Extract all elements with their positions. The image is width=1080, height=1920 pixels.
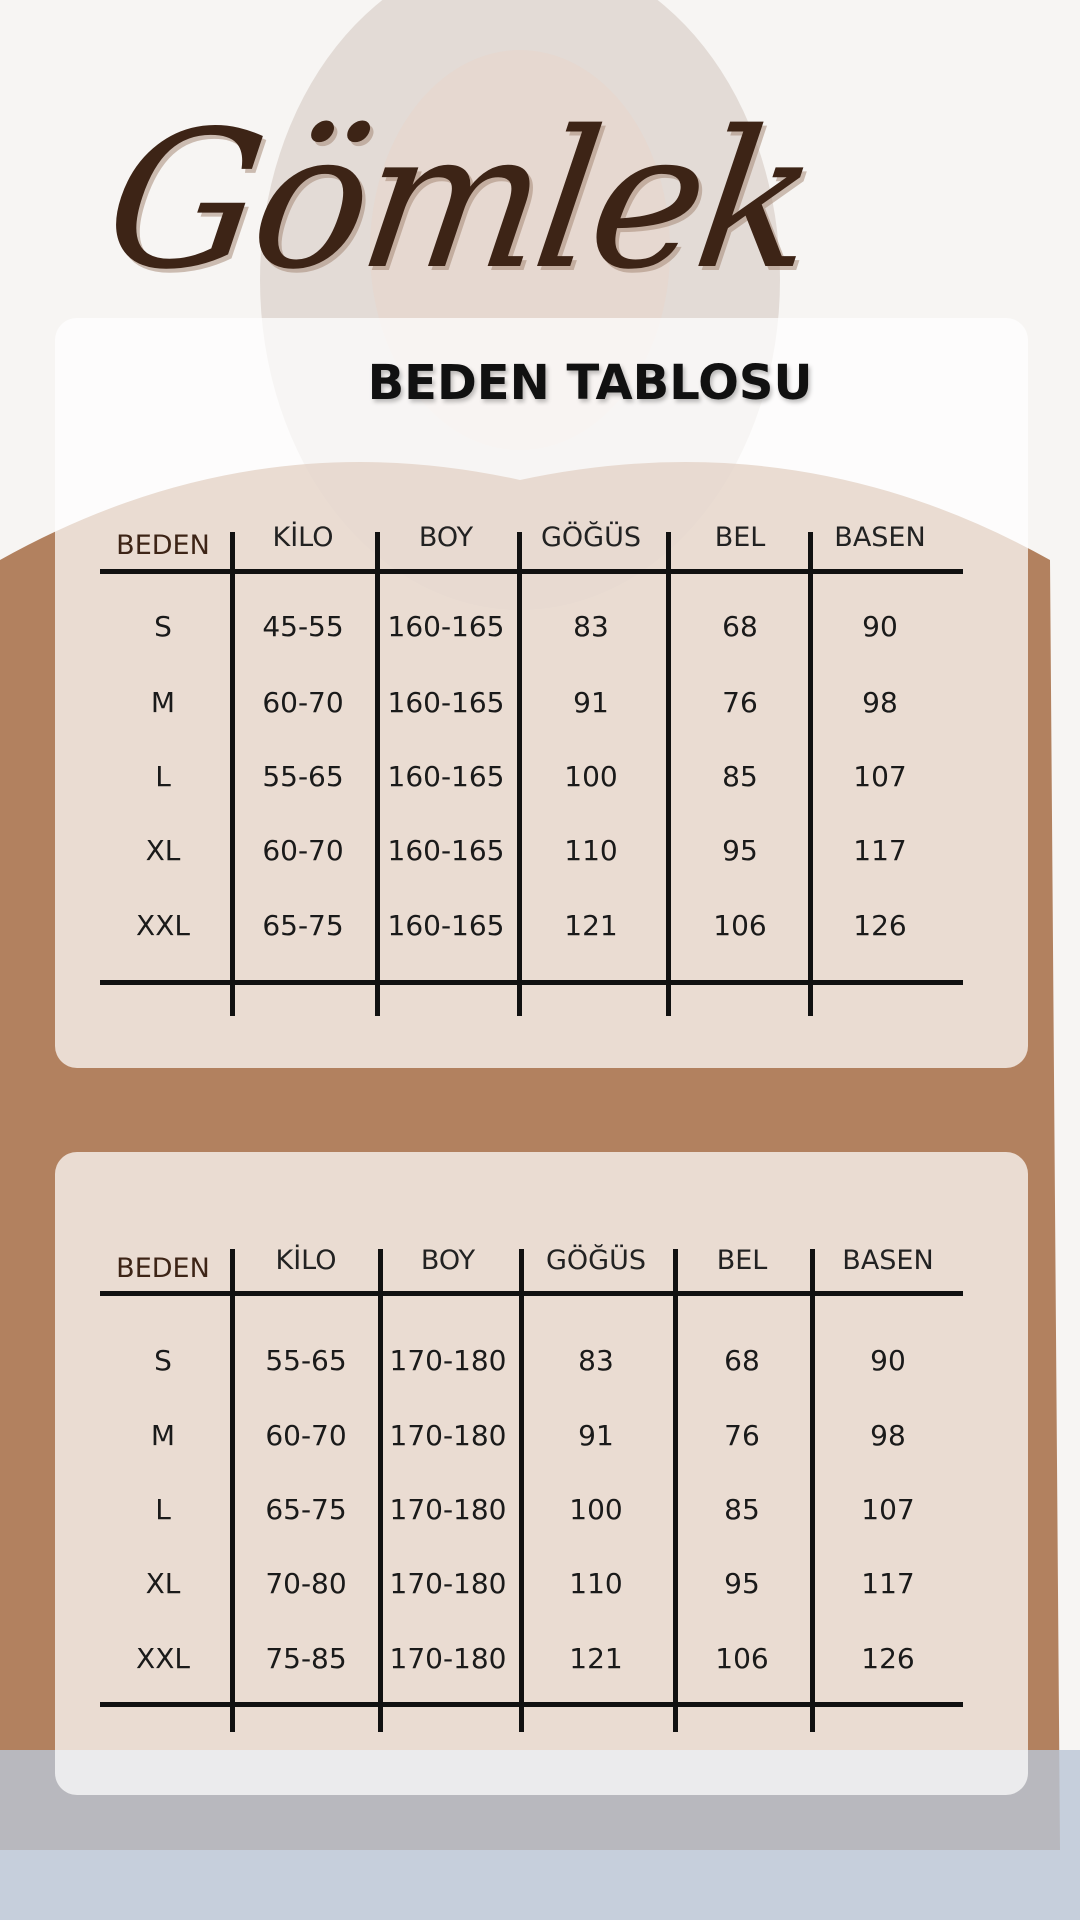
- column-header: BEL: [716, 1245, 768, 1276]
- column-divider: [810, 1249, 815, 1732]
- table-cell: 55-65: [265, 1344, 347, 1377]
- table-cell: 170-180: [389, 1642, 507, 1675]
- table-cell: 160-165: [387, 834, 505, 867]
- table-cell: 95: [724, 1567, 760, 1600]
- table-cell: 121: [569, 1642, 623, 1675]
- table-rule: [100, 569, 963, 574]
- column-header: BASEN: [834, 522, 926, 553]
- table-cell: XXL: [136, 909, 190, 942]
- table-cell: 121: [564, 909, 618, 942]
- table-cell: L: [155, 760, 171, 793]
- table-cell: XXL: [136, 1642, 190, 1675]
- table-rule: [100, 1702, 963, 1707]
- page-title: Gömlek: [94, 90, 825, 311]
- column-header: KİLO: [272, 522, 334, 553]
- table-cell: 91: [573, 686, 609, 719]
- table-cell: 126: [861, 1642, 915, 1675]
- table-cell: XL: [145, 834, 181, 867]
- table-cell: 83: [578, 1344, 614, 1377]
- column-header: KİLO: [275, 1245, 337, 1276]
- table-cell: 107: [853, 760, 907, 793]
- table-cell: M: [150, 1419, 176, 1452]
- column-divider: [378, 1249, 383, 1732]
- column-header: BEL: [714, 522, 766, 553]
- column-divider: [375, 532, 380, 1016]
- column-divider: [230, 1249, 235, 1732]
- table-cell: 170-180: [389, 1344, 507, 1377]
- table-cell: 85: [722, 760, 758, 793]
- table-panel-2: [55, 1152, 1028, 1795]
- column-divider: [230, 532, 235, 1016]
- table-cell: 110: [569, 1567, 623, 1600]
- table-cell: 170-180: [389, 1419, 507, 1452]
- table-panel-1: [55, 318, 1028, 1068]
- column-divider: [673, 1249, 678, 1732]
- table-cell: 65-75: [262, 909, 344, 942]
- table-cell: 55-65: [262, 760, 344, 793]
- table-cell: 60-70: [262, 834, 344, 867]
- table-cell: 91: [578, 1419, 614, 1452]
- column-divider: [519, 1249, 524, 1732]
- table-cell: 60-70: [265, 1419, 347, 1452]
- table-cell: 117: [853, 834, 907, 867]
- table-cell: 76: [724, 1419, 760, 1452]
- table-cell: 76: [722, 686, 758, 719]
- table-cell: XL: [145, 1567, 181, 1600]
- table-cell: 90: [870, 1344, 906, 1377]
- table-cell: 100: [564, 760, 618, 793]
- table-cell: 68: [722, 610, 758, 643]
- column-header: GÖĞÜS: [541, 522, 641, 553]
- table-rule: [100, 1291, 963, 1296]
- table-cell: 68: [724, 1344, 760, 1377]
- table-cell: 107: [861, 1493, 915, 1526]
- page-subtitle: BEDEN TABLOSU: [367, 355, 813, 411]
- table-cell: 170-180: [389, 1567, 507, 1600]
- table-cell: 100: [569, 1493, 623, 1526]
- column-header: BASEN: [842, 1245, 934, 1276]
- table-cell: 160-165: [387, 610, 505, 643]
- table-cell: 95: [722, 834, 758, 867]
- table-cell: 45-55: [262, 610, 344, 643]
- table-cell: 126: [853, 909, 907, 942]
- table-cell: S: [154, 1344, 172, 1377]
- table-cell: M: [150, 686, 176, 719]
- column-divider: [808, 532, 813, 1016]
- column-header: BEDEN: [116, 1253, 210, 1284]
- column-header: GÖĞÜS: [546, 1245, 646, 1276]
- table-cell: 170-180: [389, 1493, 507, 1526]
- table-cell: 98: [862, 686, 898, 719]
- table-cell: 70-80: [265, 1567, 347, 1600]
- table-cell: 98: [870, 1419, 906, 1452]
- table-rule: [100, 980, 963, 985]
- table-cell: 75-85: [265, 1642, 347, 1675]
- table-cell: 110: [564, 834, 618, 867]
- table-cell: 85: [724, 1493, 760, 1526]
- table-cell: 117: [861, 1567, 915, 1600]
- table-cell: 160-165: [387, 686, 505, 719]
- table-cell: 90: [862, 610, 898, 643]
- column-divider: [517, 532, 522, 1016]
- column-header: BEDEN: [116, 530, 210, 561]
- table-cell: 106: [715, 1642, 769, 1675]
- column-divider: [666, 532, 671, 1016]
- table-cell: 83: [573, 610, 609, 643]
- table-cell: L: [155, 1493, 171, 1526]
- table-cell: S: [154, 610, 172, 643]
- table-cell: 160-165: [387, 909, 505, 942]
- table-cell: 60-70: [262, 686, 344, 719]
- column-header: BOY: [418, 522, 474, 553]
- table-cell: 65-75: [265, 1493, 347, 1526]
- table-cell: 160-165: [387, 760, 505, 793]
- column-header: BOY: [420, 1245, 476, 1276]
- table-cell: 106: [713, 909, 767, 942]
